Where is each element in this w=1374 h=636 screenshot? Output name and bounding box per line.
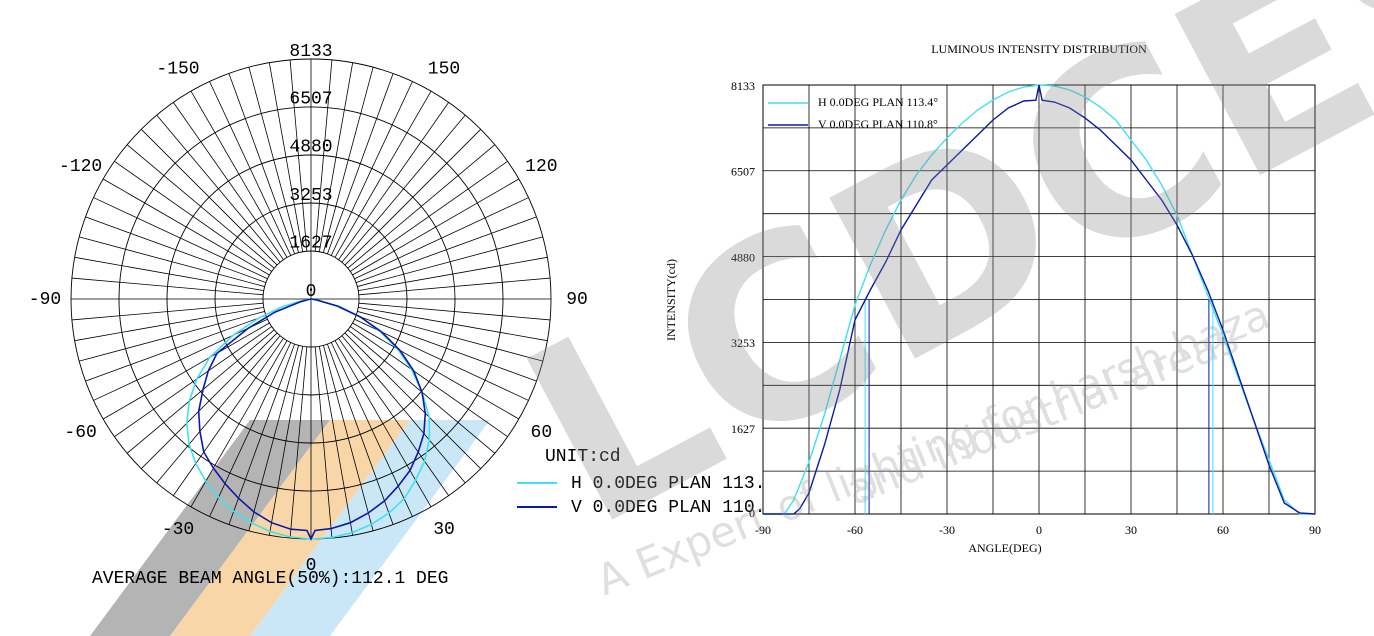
- polar-curve: [197, 298, 427, 541]
- legend: H 0.0DEG PLAN 113.4° V 0.0DEG PLAN 110.8°: [517, 474, 787, 518]
- y-tick-label: 0: [749, 506, 755, 520]
- legend-label: H 0.0DEG PLAN 113.4°: [571, 474, 787, 494]
- y-tick-label: 1627: [731, 422, 755, 436]
- chart-title: LUMINOUS INTENSITY DISTRIBUTION: [931, 42, 1147, 56]
- x-tick-label: 60: [1217, 523, 1229, 537]
- angle-tick-label: 60: [531, 423, 553, 443]
- legend-label: V 0.0DEG PLAN 110.8°: [571, 498, 787, 518]
- angle-tick-label: 120: [525, 157, 557, 177]
- radial-tick-label: 8133: [289, 42, 332, 62]
- footer: AVERAGE BEAM ANGLE(50%):112.1 DEG: [92, 569, 448, 589]
- angle-tick-label: -60: [64, 423, 96, 443]
- y-axis-label: INTENSITY(cd): [664, 259, 678, 341]
- unit-label: UNIT:cd: [545, 447, 621, 467]
- grid-circle: [262, 250, 360, 348]
- x-axis-label: ANGLE(DEG): [968, 541, 1041, 555]
- decor-stripes: [90, 420, 490, 636]
- y-tick-label: 8133: [731, 79, 755, 93]
- grid-circle: [118, 106, 504, 492]
- x-tick-label: -90: [755, 523, 771, 537]
- legend-label: H 0.0DEG PLAN 113.4°: [818, 95, 938, 109]
- polar-chart: 0 1627 3253 4880 6507 8133 0 30 60 90 120 150 -30 -60…: [29, 42, 787, 589]
- angle-tick-label: 90: [566, 290, 588, 310]
- line-series: [763, 84, 1316, 515]
- angle-tick-label: -120: [59, 157, 102, 177]
- angle-tick-label: 30: [433, 520, 455, 540]
- radial-tick-label: 6507: [289, 90, 332, 110]
- y-tick-label: 3253: [731, 336, 755, 350]
- angle-tick-label: -150: [156, 59, 199, 79]
- legend-label: V 0.0DEG PLAN 110.8°: [818, 117, 938, 131]
- x-tick-label: -30: [939, 523, 955, 537]
- y-tick-label: 4880: [731, 250, 755, 264]
- x-tick-label: 0: [1036, 523, 1042, 537]
- radial-tick-label: 4880: [289, 138, 332, 158]
- radial-tick-label: 1627: [289, 234, 332, 254]
- angle-tick-label: 150: [428, 59, 460, 79]
- x-tick-label: 30: [1125, 523, 1137, 537]
- angle-tick-label: -90: [29, 290, 61, 310]
- y-tick-label: 6507: [731, 165, 755, 179]
- angle-tick-label: 0: [306, 556, 317, 576]
- x-tick-label: 90: [1309, 523, 1321, 537]
- radial-tick-label: 3253: [289, 186, 332, 206]
- radial-tick-label: 0: [306, 282, 317, 302]
- x-tick-label: -60: [847, 523, 863, 537]
- grid-circle: [214, 202, 408, 396]
- grid-circle: [166, 154, 456, 444]
- angle-tick-label: -30: [162, 520, 194, 540]
- line-chart: -90 -60 -30 0 30 60 90 0 1627 3253 4880 6507 8133 LUM…: [664, 42, 1321, 555]
